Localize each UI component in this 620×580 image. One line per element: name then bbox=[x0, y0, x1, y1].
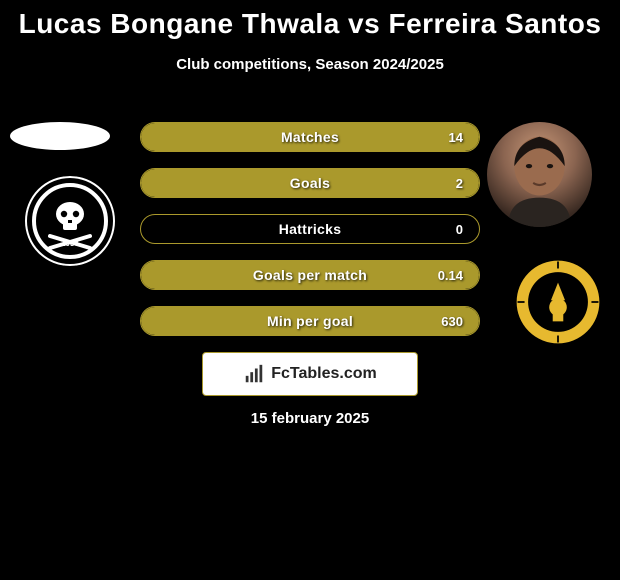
stat-row-gpm: Goals per match 0.14 bbox=[140, 260, 480, 290]
stat-label: Matches bbox=[141, 123, 479, 151]
stat-label: Hattricks bbox=[141, 215, 479, 243]
subtitle: Club competitions, Season 2024/2025 bbox=[0, 56, 620, 73]
badge-year: 1937 bbox=[61, 239, 79, 248]
date-text: 15 february 2025 bbox=[0, 410, 620, 427]
stat-value: 0 bbox=[456, 215, 463, 243]
pirates-badge-icon: 1937 bbox=[20, 176, 120, 266]
player-left-avatar-placeholder bbox=[10, 122, 110, 150]
stat-label: Goals bbox=[141, 169, 479, 197]
player-photo-icon bbox=[487, 122, 592, 227]
brand-box[interactable]: FcTables.com bbox=[202, 352, 418, 396]
stat-label: Min per goal bbox=[141, 307, 479, 335]
stat-label: Goals per match bbox=[141, 261, 479, 289]
stat-value: 0.14 bbox=[438, 261, 463, 289]
stat-value: 14 bbox=[449, 123, 463, 151]
stat-row-goals: Goals 2 bbox=[140, 168, 480, 198]
brand-text: FcTables.com bbox=[271, 365, 377, 383]
stat-row-hattricks: Hattricks 0 bbox=[140, 214, 480, 244]
chiefs-badge-icon bbox=[514, 258, 602, 346]
chart-icon bbox=[243, 363, 265, 385]
club-badge-right bbox=[514, 258, 602, 346]
page-title: Lucas Bongane Thwala vs Ferreira Santos bbox=[0, 0, 620, 40]
stat-row-mpg: Min per goal 630 bbox=[140, 306, 480, 336]
stat-value: 2 bbox=[456, 169, 463, 197]
stat-value: 630 bbox=[441, 307, 463, 335]
stat-row-matches: Matches 14 bbox=[140, 122, 480, 152]
club-badge-left: 1937 bbox=[20, 176, 120, 266]
player-right-avatar bbox=[487, 122, 592, 227]
stats-container: Matches 14 Goals 2 Hattricks 0 Goals per… bbox=[140, 122, 480, 352]
